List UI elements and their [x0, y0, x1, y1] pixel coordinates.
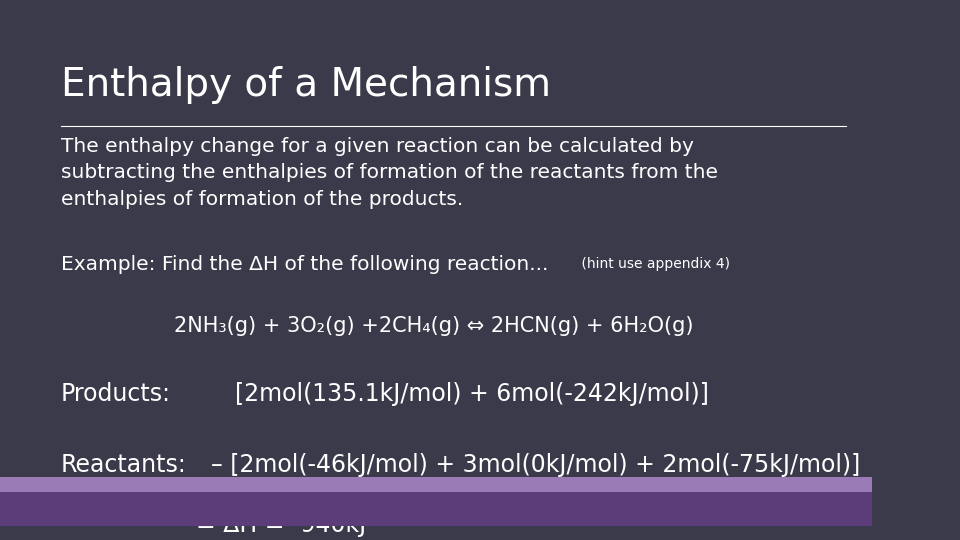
- Text: (hint use appendix 4): (hint use appendix 4): [578, 257, 731, 271]
- Text: 2NH₃(g) + 3O₂(g) +2CH₄(g) ⇔ 2HCN(g) + 6H₂O(g): 2NH₃(g) + 3O₂(g) +2CH₄(g) ⇔ 2HCN(g) + 6H…: [175, 316, 694, 336]
- Text: Example: Find the ΔH of the following reaction...: Example: Find the ΔH of the following re…: [61, 255, 548, 274]
- Text: = ΔH = -940kJ: = ΔH = -940kJ: [196, 513, 367, 537]
- Text: [2mol(135.1kJ/mol) + 6mol(-242kJ/mol)]: [2mol(135.1kJ/mol) + 6mol(-242kJ/mol)]: [205, 382, 708, 406]
- Text: Enthalpy of a Mechanism: Enthalpy of a Mechanism: [61, 66, 551, 104]
- Text: Reactants:: Reactants:: [61, 453, 187, 477]
- Text: – [2mol(-46kJ/mol) + 3mol(0kJ/mol) + 2mol(-75kJ/mol)]: – [2mol(-46kJ/mol) + 3mol(0kJ/mol) + 2mo…: [196, 453, 860, 477]
- Bar: [0, 492, 873, 526]
- Text: The enthalpy change for a given reaction can be calculated by
subtracting the en: The enthalpy change for a given reaction…: [61, 137, 718, 209]
- Text: Products:: Products:: [61, 382, 171, 406]
- Bar: [0, 477, 873, 492]
